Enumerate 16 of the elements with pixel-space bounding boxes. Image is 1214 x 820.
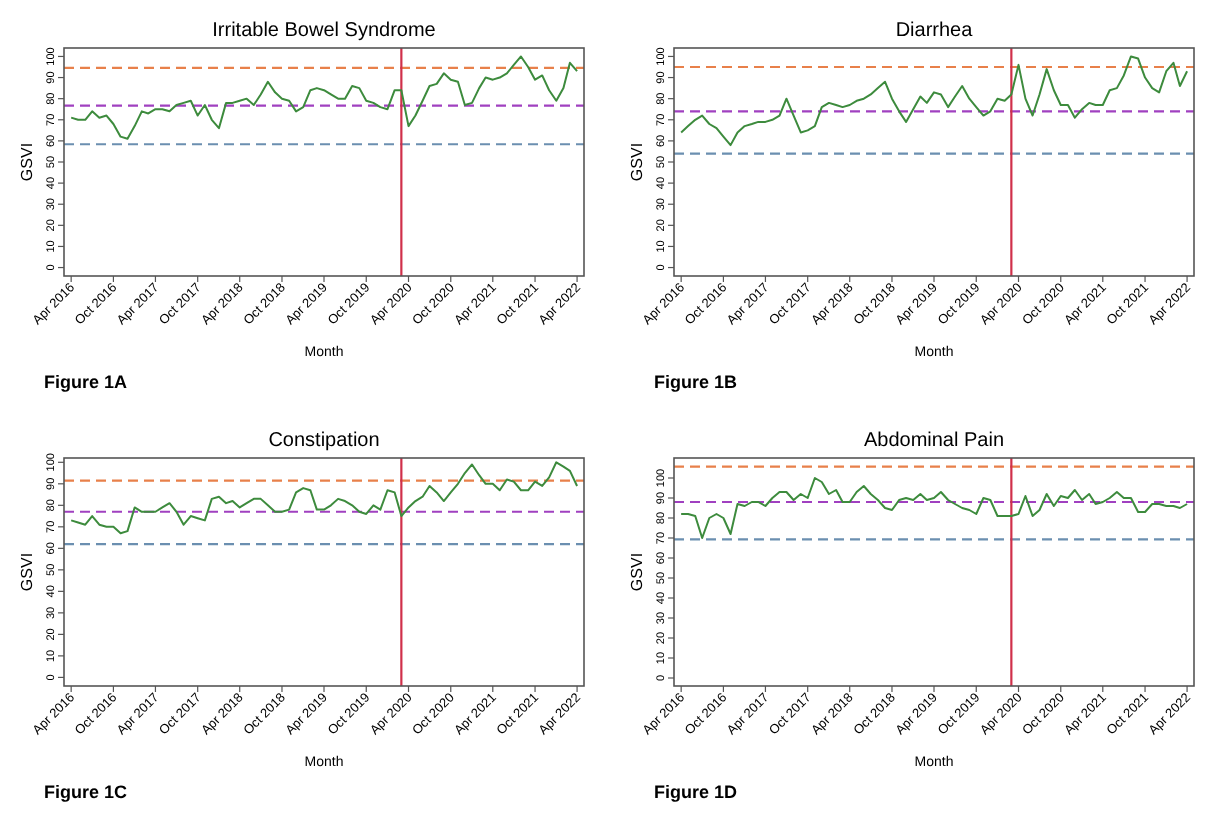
y-axis-title: GSVI <box>18 552 36 592</box>
chart-title: Constipation <box>268 430 380 452</box>
chart-title: Abdominal Pain <box>863 430 1005 452</box>
y-axis-title: GSVI <box>628 142 646 182</box>
caption: Figure 1A <box>44 372 129 392</box>
line-series <box>70 55 579 140</box>
caption: Figure 1C <box>44 782 129 802</box>
line-series <box>680 55 1189 147</box>
y-axis-title: GSVI <box>18 142 36 182</box>
caption: Figure 1D <box>654 782 739 802</box>
y-axis-title: GSVI <box>628 552 646 592</box>
caption: Figure 1B <box>654 372 739 392</box>
chart-title: Diarrhea <box>895 20 974 42</box>
line-series <box>680 477 1189 539</box>
line-series <box>70 461 579 535</box>
chart-title: Irritable Bowel Syndrome <box>212 20 437 42</box>
